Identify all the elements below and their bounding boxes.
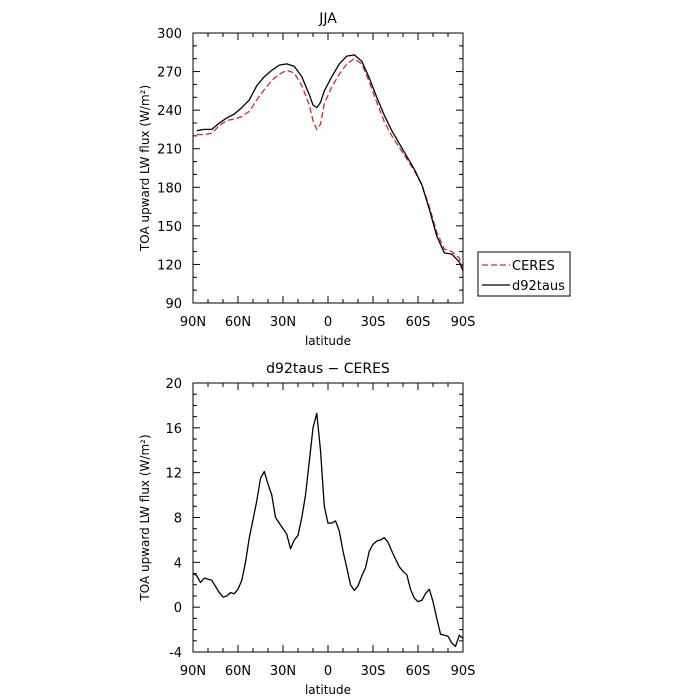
x-tick-label: 30S	[361, 315, 386, 330]
legend-box	[477, 251, 571, 297]
y-tick-label: 120	[157, 258, 182, 273]
series-line	[192, 412, 464, 648]
y-tick-label: 16	[165, 422, 182, 437]
series-line-ceres	[196, 58, 464, 270]
x-tick-label: 30N	[270, 664, 296, 679]
y-tick-label: 210	[157, 143, 182, 158]
x-axis-label: latitude	[305, 334, 351, 348]
y-tick-label: -4	[169, 646, 182, 661]
x-tick-label: 30N	[270, 315, 296, 330]
x-axis-label: latitude	[305, 683, 351, 697]
x-tick-label: 0	[324, 315, 332, 330]
x-tick-label: 90S	[451, 664, 476, 679]
y-axis-label: TOA upward LW flux (W/m²)	[138, 434, 152, 601]
legend-label-ceres: CERES	[512, 259, 555, 274]
x-tick-label: 60N	[225, 315, 251, 330]
y-tick-label: 240	[157, 104, 182, 119]
chart-panel-2: d92taus − CERES latitude TOA upward LW flu…	[138, 361, 475, 697]
plot-frame	[192, 382, 464, 653]
x-tick-label: 0	[324, 664, 332, 679]
y-axis-label: TOA upward LW flux (W/m²)	[138, 85, 152, 252]
x-tick-label: 90N	[180, 664, 206, 679]
x-tick-label: 90S	[451, 315, 476, 330]
x-tick-label: 60S	[406, 315, 431, 330]
y-tick-label: 0	[174, 601, 182, 616]
y-tick-label: 90	[165, 297, 182, 312]
legend: CERES d92taus	[477, 251, 571, 297]
x-tick-label: 60S	[406, 664, 431, 679]
plot-frame	[192, 32, 464, 304]
y-tick-label: 12	[165, 467, 182, 482]
y-tick-label: 150	[157, 220, 182, 235]
x-tick-label: 90N	[180, 315, 206, 330]
x-tick-label: 30S	[361, 664, 386, 679]
y-tick-label: 300	[157, 27, 182, 42]
y-tick-label: 20	[165, 377, 182, 392]
chart-panel-1: JJA latitude TOA upward LW flux (W/m²) 90N 6…	[138, 11, 571, 348]
y-tick-label: 180	[157, 181, 182, 196]
y-tick-label: 8	[174, 512, 182, 527]
y-tick-label: 270	[157, 66, 182, 81]
y-tick-label: 4	[174, 556, 182, 571]
legend-label-d92taus: d92taus	[512, 279, 565, 294]
chart-title: JJA	[318, 11, 337, 27]
series-line-d92taus	[196, 54, 464, 272]
chart-title: d92taus − CERES	[266, 361, 390, 377]
x-tick-label: 60N	[225, 664, 251, 679]
